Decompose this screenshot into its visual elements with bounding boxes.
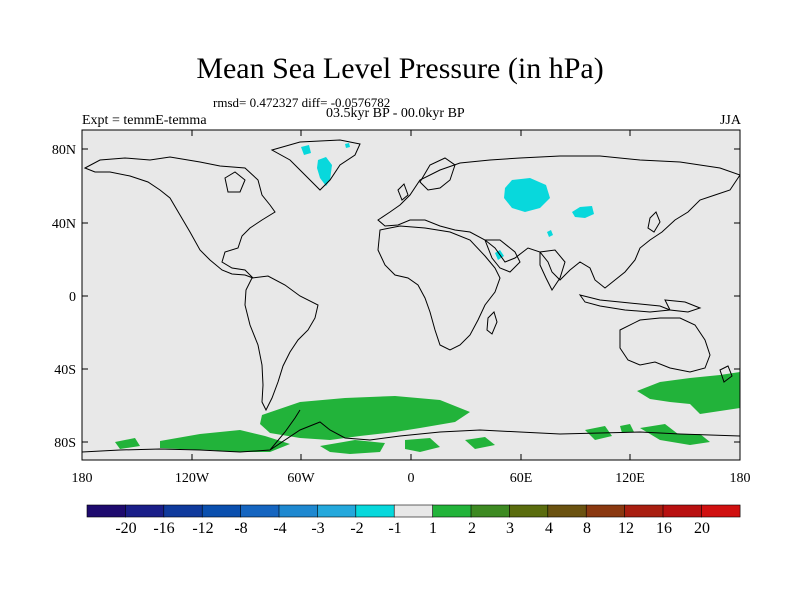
colorbar-swatch [393,504,434,518]
colorbar-swatch [125,504,165,518]
season-label: JJA [719,113,741,128]
colorbar-swatch [547,504,587,518]
colorbar-label: -8 [234,520,247,537]
positive-anomaly-regions [115,372,740,454]
colorbar-label: -2 [350,520,363,537]
colorbar-swatch [624,504,664,518]
x-tick-label-120e: 120E [615,471,645,486]
y-tick-label-40n: 40N [52,217,76,232]
y-tick-label-0: 0 [69,290,76,305]
colorbar-swatch [163,504,203,518]
colorbar-label: -1 [388,520,401,537]
colorbar-swatch [585,504,626,518]
y-tick-label-40s: 40S [54,363,76,378]
colorbar-swatch [201,504,242,518]
colorbar [86,504,741,518]
colorbar-swatch [355,504,395,518]
period-label: 03.5kyr BP - 00.0kyr BP [326,106,465,121]
coastlines [82,139,740,453]
colorbar-swatch [662,504,703,518]
colorbar-label: -12 [192,520,213,537]
y-tick-label-80s: 80S [54,436,76,451]
colorbar-label: 8 [583,520,591,537]
colorbar-label: 2 [468,520,476,537]
colorbar-swatch [432,504,472,518]
colorbar-swatch [86,504,127,518]
x-tick-label-0: 0 [408,471,415,486]
x-tick-label-120w: 120W [175,471,210,486]
colorbar-swatch [278,504,319,518]
x-tick-label-60e: 60E [510,471,533,486]
colorbar-label: 12 [618,520,634,537]
colorbar-label: -16 [153,520,174,537]
colorbar-swatch [240,504,280,518]
colorbar-label: -3 [311,520,324,537]
axis-ticks [81,130,741,460]
colorbar-label: -20 [115,520,136,537]
negative-anomaly-regions [301,143,594,260]
x-tick-label-180w: 180 [72,471,93,486]
colorbar-label: 4 [545,520,553,537]
x-tick-label-180e: 180 [730,471,751,486]
y-tick-label-80n: 80N [52,143,76,158]
colorbar-label: 20 [694,520,710,537]
colorbar-swatch [317,504,357,518]
colorbar-swatch [701,504,741,518]
colorbar-label: -4 [273,520,286,537]
colorbar-label: 16 [656,520,672,537]
colorbar-label: 3 [506,520,514,537]
page-title: Mean Sea Level Pressure (in hPa) [196,52,604,85]
stats-label: rmsd= 0.472327 diff= -0.0576782 [213,95,391,110]
colorbar-label: 1 [429,520,437,537]
x-tick-label-60w: 60W [287,471,315,486]
experiment-label: Expt = temmE-temma [82,113,207,128]
colorbar-swatch [470,504,511,518]
colorbar-swatch [509,504,549,518]
